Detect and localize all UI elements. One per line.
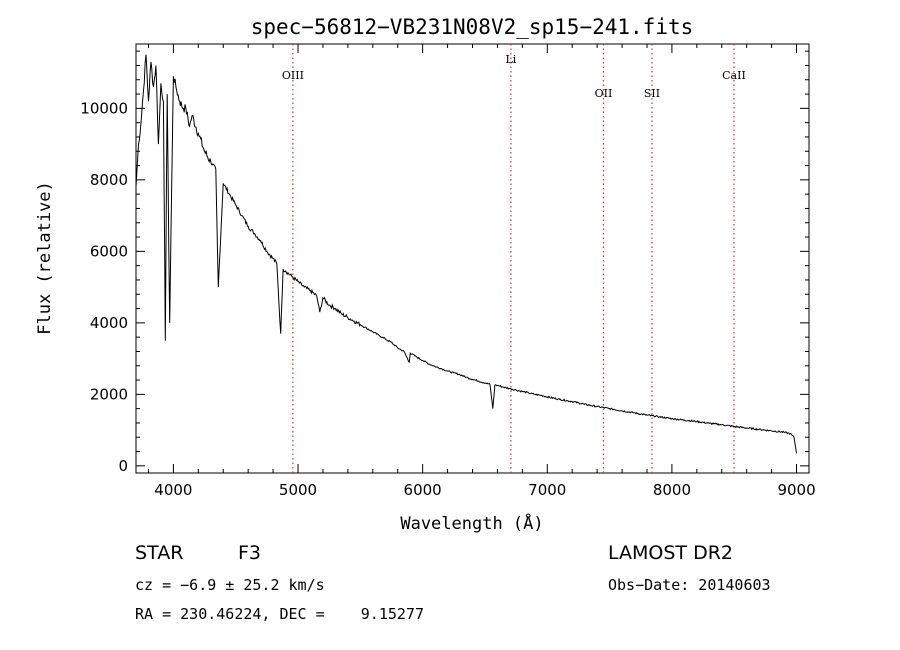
y-tick-label: 10000: [80, 99, 128, 117]
x-tick-label: 5000: [279, 481, 317, 499]
plot-frame: [135, 43, 810, 474]
spectral-line-label-li: Li: [505, 53, 516, 66]
y-tick-label: 8000: [90, 171, 128, 189]
redshift-cz: cz = −6.9 ± 25.2 km/s: [135, 576, 325, 594]
observation-date: Obs−Date: 20140603: [608, 576, 771, 594]
y-tick-label: 4000: [90, 314, 128, 332]
object-subclass: F3: [238, 542, 261, 564]
axis-ticks: [136, 44, 809, 473]
y-tick-label: 2000: [90, 385, 128, 403]
spectrum-series-line: [135, 54, 797, 454]
object-type: STAR: [135, 542, 183, 564]
chart-title: spec−56812−VB231N08V2_sp15−241.fits: [251, 15, 694, 39]
spectral-line-label-sii: SII: [644, 87, 660, 100]
coordinates: RA = 230.46224, DEC = 9.15277: [135, 605, 424, 623]
spectral-line-label-caii: CaII: [722, 69, 746, 82]
y-axis-label: Flux (relative): [35, 181, 55, 335]
spectral-line-markers: OIII Li OII SII CaII: [282, 44, 746, 473]
spectral-line-label-oii: OII: [595, 87, 613, 100]
survey-name: LAMOST DR2: [608, 542, 733, 564]
x-axis-label: Wavelength (Å): [400, 512, 543, 534]
y-tick-label: 0: [118, 457, 128, 475]
x-tick-label: 6000: [404, 481, 442, 499]
x-tick-label: 7000: [528, 481, 566, 499]
x-tick-label: 4000: [154, 481, 192, 499]
axis-tick-labels: 4000 5000 6000 7000 8000 9000 0 2000 4000 6000 800…: [80, 99, 815, 499]
x-tick-label: 9000: [777, 481, 815, 499]
spectral-line-label-oiii: OIII: [282, 69, 304, 82]
y-tick-label: 6000: [90, 242, 128, 260]
x-tick-label: 8000: [653, 481, 691, 499]
